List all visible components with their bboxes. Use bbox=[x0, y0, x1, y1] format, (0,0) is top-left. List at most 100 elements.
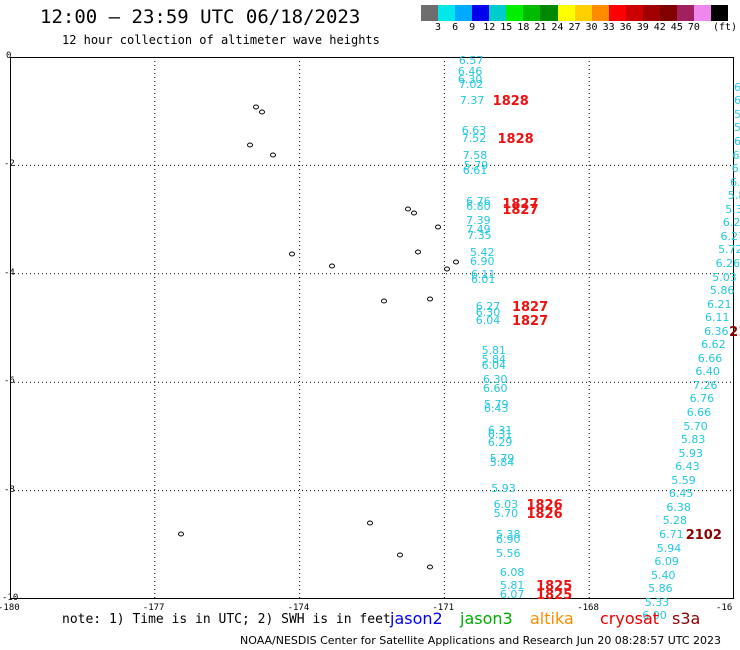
wave-height-label: 6.30 bbox=[457, 72, 483, 86]
color-scale-label: 70 bbox=[687, 22, 700, 33]
footer-credit: NOAA/NESDIS Center for Satellite Applica… bbox=[240, 634, 722, 647]
wave-height-label: 6.11 bbox=[470, 267, 496, 281]
island-outline bbox=[415, 249, 421, 255]
wave-height-label: 6.62 bbox=[701, 338, 726, 352]
wave-height-label: 6.46 bbox=[457, 64, 483, 78]
wave-height-label: 5.03 bbox=[712, 270, 737, 284]
wave-height-label: 6.0 bbox=[731, 162, 740, 176]
wave-height-label: 5.86 bbox=[709, 284, 735, 298]
map-canvas bbox=[10, 57, 734, 599]
longitude-tick-label: -174 bbox=[287, 603, 310, 613]
wave-height-label: 6.76 bbox=[689, 392, 715, 406]
pass-time-label: 1827 bbox=[511, 300, 549, 316]
satellite-legend-jason2: jason2 bbox=[390, 609, 443, 628]
color-scale-label: 45 bbox=[670, 22, 683, 33]
longitude-tick-label: -177 bbox=[142, 603, 165, 613]
wave-height-label: 6.27 bbox=[475, 300, 501, 314]
wave-height-label: 5.84 bbox=[489, 456, 515, 470]
wave-height-label: 7.02 bbox=[458, 78, 484, 92]
wave-height-label: 6.31 bbox=[487, 428, 513, 442]
satellite-legend-altika: altika bbox=[530, 609, 574, 628]
wave-height-label: 5.81 bbox=[499, 579, 525, 593]
island-outline bbox=[427, 564, 433, 570]
wave-height-label: 5. bbox=[734, 121, 740, 135]
wave-height-label: 5.79 bbox=[489, 452, 515, 466]
color-scale-cell bbox=[711, 5, 729, 21]
wave-height-label: 5.83 bbox=[680, 433, 706, 447]
island-outline bbox=[253, 104, 259, 110]
wave-height-label: 6.36 bbox=[704, 324, 729, 338]
color-scale-label: 3 bbox=[435, 22, 442, 33]
wave-height-label: 5.39 bbox=[725, 202, 740, 216]
color-scale-cell bbox=[455, 5, 473, 21]
latitude-tick-label: -6 bbox=[4, 376, 15, 387]
wave-height-label: 5.59 bbox=[671, 473, 696, 487]
color-scale-cell bbox=[642, 5, 660, 21]
island-outline bbox=[259, 109, 265, 115]
latitude-tick-label: -8 bbox=[4, 484, 15, 495]
wave-height-label: 5.72 bbox=[718, 243, 740, 257]
pass-time-label: 1825 bbox=[536, 587, 573, 603]
color-scale-label: 27 bbox=[568, 22, 581, 33]
wave-height-label: 5.86 bbox=[648, 582, 673, 596]
wave-height-label: 5.33 bbox=[644, 595, 670, 609]
wave-height-label: 6.30 bbox=[483, 373, 508, 387]
wave-height-label: 5.28 bbox=[662, 514, 688, 528]
island-outline bbox=[427, 296, 433, 302]
pass-time-label: 1827 bbox=[502, 197, 539, 213]
color-scale-label: 30 bbox=[585, 22, 598, 33]
longitude-tick-label: -168 bbox=[577, 603, 599, 613]
page-title: 12:00 – 23:59 UTC 06/18/2023 bbox=[40, 6, 361, 28]
wave-height-label: 6.60 bbox=[483, 381, 508, 395]
color-scale-label: 33 bbox=[602, 22, 615, 33]
color-scale-cell bbox=[694, 5, 712, 21]
wave-height-label: 6.30 bbox=[475, 305, 501, 319]
wave-height-label: 5.81 bbox=[481, 343, 507, 357]
pass-time-label: 21 bbox=[729, 324, 740, 340]
longitude-tick-label: -16 bbox=[716, 603, 733, 613]
color-scale-cell bbox=[557, 5, 575, 21]
wave-height-label: 7.58 bbox=[462, 148, 488, 162]
latitude-tick-label: -10 bbox=[2, 593, 19, 603]
island-outline bbox=[444, 266, 450, 272]
pass-time-label: 1827 bbox=[502, 202, 539, 218]
wave-height-label: 5.94 bbox=[656, 541, 682, 555]
island-outline bbox=[247, 142, 253, 148]
wave-height-label: 6.26 bbox=[715, 256, 740, 270]
color-scale-label: 42 bbox=[653, 22, 666, 33]
color-scale-label: 21 bbox=[534, 22, 547, 33]
wave-height-label: 6.90 bbox=[496, 533, 521, 547]
wave-height-label: 6.90 bbox=[469, 255, 495, 269]
wave-height-label: 6.01 bbox=[470, 273, 496, 287]
wave-height-label: 6.57 bbox=[458, 53, 484, 67]
color-scale-cell bbox=[506, 5, 524, 21]
wave-height-label: 6.09 bbox=[654, 555, 679, 569]
color-scale-cell bbox=[574, 5, 592, 21]
wave-height-label: 6.11 bbox=[705, 311, 730, 325]
wave-height-label: 5.70 bbox=[493, 507, 519, 521]
wave-height-label: 6.71 bbox=[659, 527, 684, 541]
wave-height-label: 5.42 bbox=[469, 246, 495, 260]
color-scale-cell bbox=[625, 5, 643, 21]
wave-height-label: 6.23 bbox=[722, 216, 740, 230]
wave-height-label: 6.80 bbox=[466, 200, 491, 214]
island-outline bbox=[397, 552, 403, 558]
satellite-legend-jason3: jason3 bbox=[460, 609, 513, 628]
color-scale-cell bbox=[608, 5, 626, 21]
map-plot-area: 6.57 6.46 6.30 7.02 7.37 6.63 7.52 7.58 5.79 6.61… bbox=[10, 53, 740, 622]
latitude-tick-label: -4 bbox=[4, 267, 15, 278]
wave-height-label: 6.76 bbox=[466, 194, 491, 208]
wave-height-label: 5.84 bbox=[481, 353, 507, 367]
color-scale-cell bbox=[659, 5, 677, 21]
satellite-legend-cryosat: cryosat bbox=[600, 609, 660, 628]
wave-height-label: 5.93 bbox=[491, 481, 516, 495]
wave-height-label: 6.00 bbox=[642, 609, 667, 623]
wave-height-label: 7.35 bbox=[467, 228, 492, 242]
color-scale-cell bbox=[421, 5, 439, 21]
wave-height-label: 6.66 bbox=[686, 406, 712, 419]
island-outline bbox=[381, 298, 387, 304]
wave-height-label: 5.38 bbox=[496, 527, 521, 541]
wave-height-label: 5.40 bbox=[650, 568, 676, 582]
satellite-legend-s3a: s3a bbox=[672, 609, 701, 628]
wave-height-label: 6. bbox=[734, 135, 740, 148]
